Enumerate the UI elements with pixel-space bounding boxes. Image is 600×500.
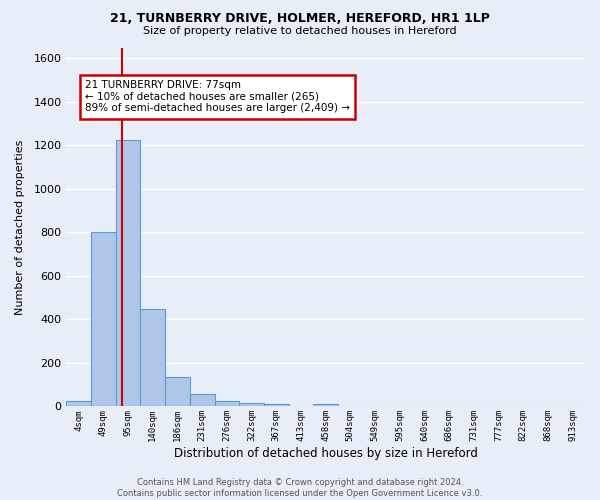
- Bar: [91, 232, 116, 406]
- X-axis label: Distribution of detached houses by size in Hereford: Distribution of detached houses by size …: [174, 447, 478, 460]
- Text: 21 TURNBERRY DRIVE: 77sqm
← 10% of detached houses are smaller (265)
89% of semi: 21 TURNBERRY DRIVE: 77sqm ← 10% of detac…: [85, 80, 350, 114]
- Bar: [67, 401, 91, 406]
- Bar: [264, 404, 289, 406]
- Text: Contains HM Land Registry data © Crown copyright and database right 2024.
Contai: Contains HM Land Registry data © Crown c…: [118, 478, 482, 498]
- Bar: [190, 394, 215, 406]
- Bar: [215, 401, 239, 406]
- Text: 21, TURNBERRY DRIVE, HOLMER, HEREFORD, HR1 1LP: 21, TURNBERRY DRIVE, HOLMER, HEREFORD, H…: [110, 12, 490, 26]
- Bar: [140, 308, 165, 406]
- Bar: [116, 140, 140, 406]
- Bar: [313, 404, 338, 406]
- Text: Size of property relative to detached houses in Hereford: Size of property relative to detached ho…: [143, 26, 457, 36]
- Bar: [239, 403, 264, 406]
- Bar: [165, 377, 190, 406]
- Y-axis label: Number of detached properties: Number of detached properties: [15, 140, 25, 314]
